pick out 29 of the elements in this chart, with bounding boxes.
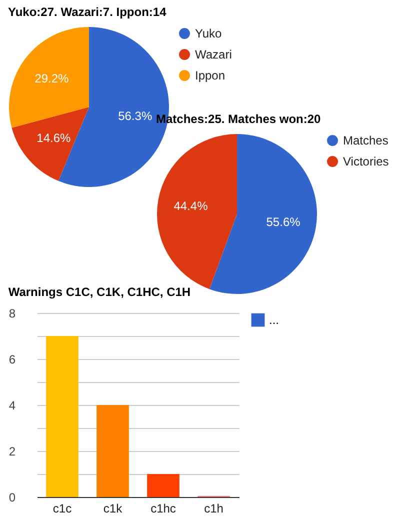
x-tick-label: c1h: [204, 502, 224, 516]
legend-label: Victories: [343, 154, 389, 168]
legend-label: Ippon: [195, 68, 226, 82]
data-label: 44.4%: [174, 198, 208, 213]
legend-label: Yuko: [195, 26, 222, 40]
pie-slice: [12, 107, 89, 181]
x-tick-label: c1k: [103, 502, 124, 516]
legend-label: Wazari: [195, 48, 232, 62]
y-tick-label: 6: [8, 352, 16, 366]
data-label: 14.6%: [36, 131, 72, 145]
data-label: 55.6%: [266, 215, 301, 230]
y-tick-label: 0: [8, 490, 16, 504]
legend-label: Matches: [343, 134, 388, 148]
text: ...: [269, 313, 280, 327]
chart-title: Yuko:27. Wazari:7. Ippon:14: [8, 5, 167, 19]
y-tick-label: 2: [8, 444, 16, 458]
bar: [46, 336, 78, 497]
y-tick-label: 4: [8, 398, 16, 412]
x-tick-label: c1hc: [150, 502, 176, 516]
pie-slice: [9, 27, 89, 128]
x-tick-label: c1c: [52, 502, 72, 516]
pie-slice: [157, 134, 237, 290]
pie-slice: [209, 134, 317, 294]
bar: [147, 474, 180, 497]
y-tick-label: 8: [8, 306, 16, 320]
bar: [96, 405, 129, 497]
chart-title: Warnings C1C, C1K, C1HC, C1H: [8, 285, 191, 299]
data-label: 29.2%: [34, 71, 70, 86]
data-label: 56.3%: [118, 109, 152, 124]
